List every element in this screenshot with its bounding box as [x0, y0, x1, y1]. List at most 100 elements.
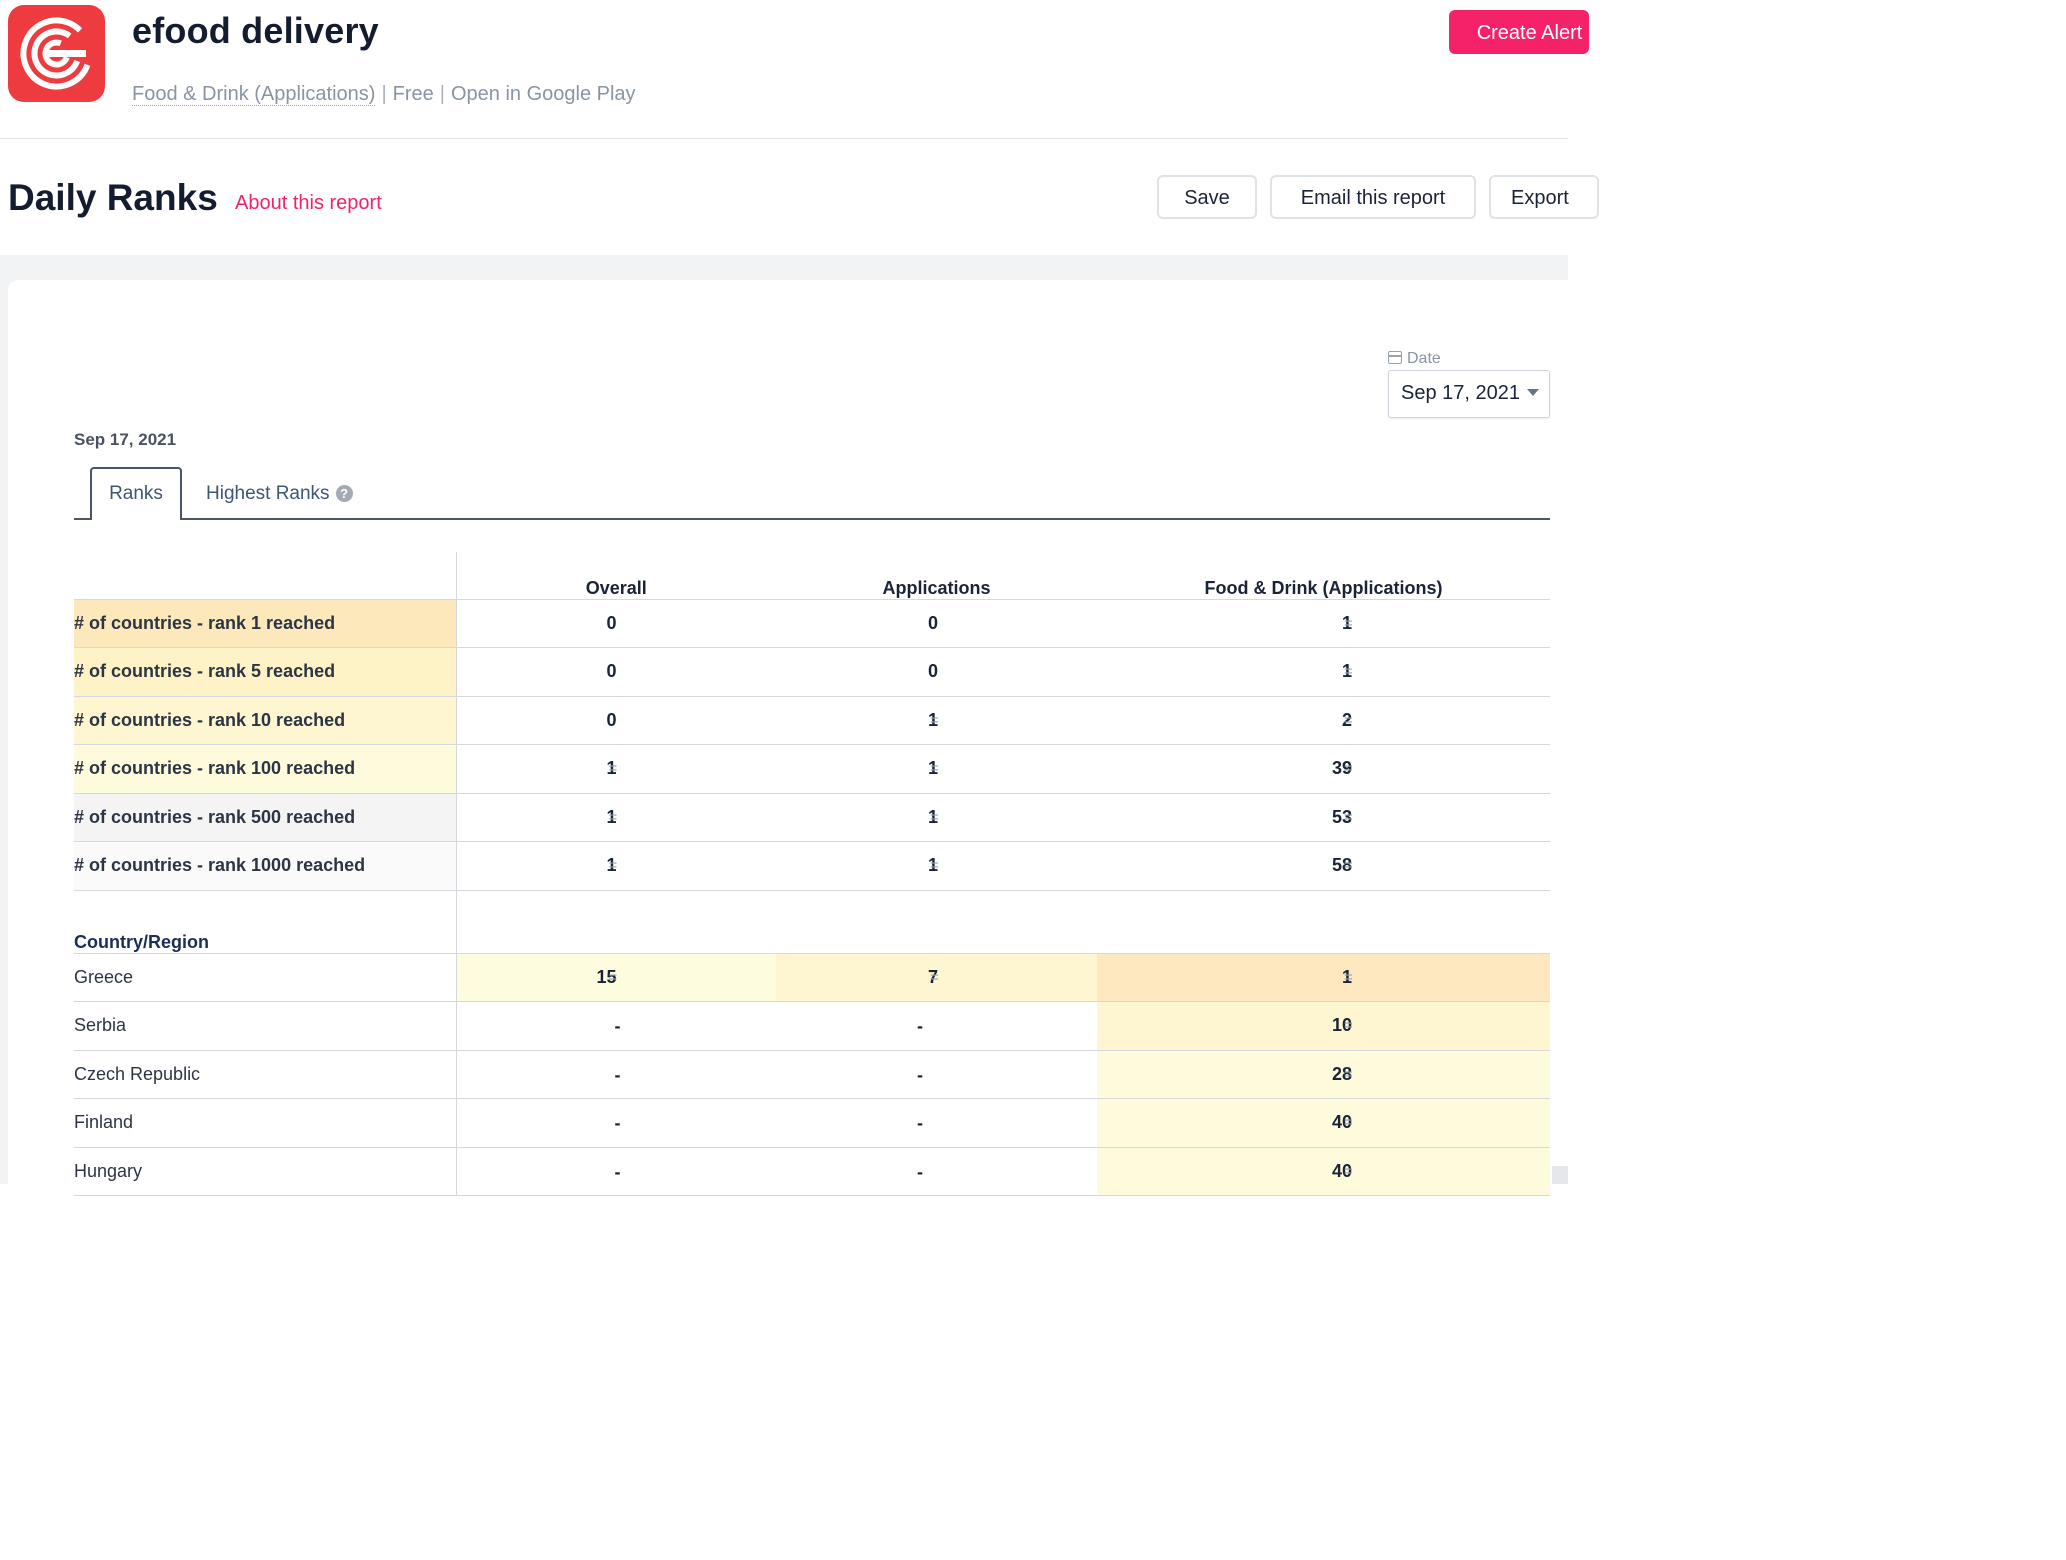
country-row[interactable]: Hungary - - 40 = — [74, 1147, 1550, 1196]
date-dropdown[interactable]: Sep 17, 2021 — [1388, 370, 1550, 418]
summary-cell: 39 = — [1097, 744, 1550, 794]
summary-row-label: # of countries - rank 5 reached — [74, 647, 456, 697]
app-header: efood delivery Food & Drink (Application… — [0, 0, 1589, 139]
ranks-table: Overall Applications Food & Drink (Appli… — [74, 552, 1550, 1196]
summary-cell: 53 = — [1097, 793, 1550, 842]
empty-rank-dash: - — [614, 1064, 621, 1085]
country-name: Czech Republic — [74, 1050, 456, 1099]
empty-rank-dash: - — [917, 1064, 923, 1085]
summary-cell: 0 — [776, 599, 1097, 648]
no-change-icon: = — [1344, 968, 1353, 986]
country-region-header[interactable]: Country/Region — [74, 890, 456, 954]
date-label-text: Date — [1407, 350, 1441, 367]
no-change-icon: = — [930, 760, 939, 777]
no-change-icon: = — [1344, 1162, 1353, 1180]
rank-value: 40 — [1331, 1112, 1352, 1132]
country-rank-cell: 28 = — [1097, 1050, 1550, 1099]
column-header-overall[interactable]: Overall — [455, 552, 776, 600]
no-change-icon: = — [1344, 760, 1353, 777]
country-row[interactable]: Serbia - - 10 = — [74, 1001, 1550, 1051]
summary-row-label: # of countries - rank 10 reached — [74, 696, 456, 745]
no-change-icon: = — [1344, 663, 1353, 680]
summary-row: # of countries - rank 100 reached 1 = 1 = 39 = — [74, 744, 1550, 794]
no-change-icon: = — [930, 968, 939, 986]
rank-value: 0 — [927, 612, 938, 633]
rank-value: 1 — [606, 758, 617, 778]
about-report-link[interactable]: About this report — [235, 192, 382, 214]
category-link[interactable]: Food & Drink (Applications) — [132, 83, 376, 106]
summary-row: # of countries - rank 1000 reached 1 = 1 = 58… — [74, 841, 1550, 891]
summary-cell: 1 = — [776, 744, 1097, 794]
summary-row-label: # of countries - rank 1000 reached — [74, 841, 456, 891]
summary-cell: 1 = — [455, 841, 776, 891]
rank-value: 58 — [1331, 855, 1352, 875]
app-name: efood delivery — [132, 10, 379, 51]
vertical-scrollbar[interactable] — [1552, 1166, 1568, 1184]
country-rank-cell: - — [455, 1147, 776, 1196]
summary-cell: 0 — [455, 647, 776, 697]
rank-value: 39 — [1331, 758, 1352, 778]
no-change-icon: = — [1344, 1017, 1353, 1034]
header-blank — [74, 552, 456, 600]
column-header-applications[interactable]: Applications — [776, 552, 1097, 600]
google-play-link[interactable]: Open in Google Play — [450, 83, 636, 105]
save-button[interactable]: Save — [1157, 175, 1257, 219]
help-icon[interactable]: ? — [335, 485, 353, 502]
summary-cell: 1 = — [1097, 647, 1550, 697]
country-rank-cell: 1 = — [1097, 953, 1550, 1002]
meta-separator: | — [381, 83, 387, 105]
no-change-icon: = — [608, 857, 618, 874]
section-spacer — [455, 890, 776, 954]
no-change-icon: = — [1344, 857, 1353, 874]
meta-separator: | — [439, 83, 445, 105]
country-rank-cell: - — [776, 1001, 1097, 1051]
rank-value: 1 — [927, 758, 938, 778]
no-change-icon: = — [1344, 1065, 1353, 1083]
export-button[interactable]: Export — [1489, 175, 1599, 219]
column-header-food-drink[interactable]: Food & Drink (Applications) — [1097, 552, 1550, 600]
country-row[interactable]: Czech Republic - - 28 = — [74, 1050, 1550, 1099]
country-rank-cell: 40 = — [1097, 1098, 1550, 1148]
country-rank-cell: - — [776, 1050, 1097, 1099]
country-rank-cell: - — [455, 1098, 776, 1148]
efood-logo-icon — [20, 17, 93, 90]
summary-row-label: # of countries - rank 100 reached — [74, 744, 456, 794]
empty-rank-dash: - — [614, 1016, 621, 1036]
tab-highest-ranks[interactable]: Highest Ranks? — [206, 467, 353, 520]
efood-app-icon[interactable] — [8, 5, 105, 102]
no-change-icon: = — [608, 808, 618, 826]
empty-rank-dash: - — [917, 1161, 923, 1182]
summary-cell: 0 — [776, 647, 1097, 697]
country-rank-cell: - — [776, 1147, 1097, 1196]
rank-value: 1 — [927, 855, 938, 875]
country-name: Greece — [74, 953, 456, 1002]
no-change-icon: = — [1344, 614, 1353, 632]
caret-down-icon — [1527, 389, 1539, 396]
country-row[interactable]: Greece 15 = 7 = 1 = — [74, 953, 1550, 1002]
tab-ranks[interactable]: Ranks — [90, 467, 182, 522]
rank-value: 15 — [596, 966, 617, 987]
country-rank-cell: 15 = — [455, 953, 776, 1002]
create-alert-button[interactable]: Create Alert — [1449, 10, 1589, 54]
country-row[interactable]: Finland - - 40 = — [74, 1098, 1550, 1148]
country-name: Serbia — [74, 1001, 456, 1051]
summary-row-label: # of countries - rank 500 reached — [74, 793, 456, 842]
section-row: Country/Region — [74, 890, 1550, 954]
summary-row: # of countries - rank 10 reached 0 1 = 2 = — [74, 696, 1550, 745]
country-rank-cell: - — [776, 1098, 1097, 1148]
page-title: Daily Ranks — [8, 177, 218, 218]
summary-cell: 58 = — [1097, 841, 1550, 891]
date-dropdown-value: Sep 17, 2021 — [1401, 382, 1520, 404]
summary-cell: 1 = — [776, 793, 1097, 842]
email-report-button[interactable]: Email this report — [1270, 175, 1476, 219]
empty-rank-dash: - — [614, 1113, 621, 1133]
no-change-icon: = — [1344, 1114, 1353, 1131]
rank-value: 0 — [927, 661, 938, 681]
country-rank-cell: 10 = — [1097, 1001, 1550, 1051]
rank-value: 10 — [1331, 1015, 1352, 1035]
no-change-icon: = — [1344, 711, 1353, 729]
summary-cell: 1 = — [776, 841, 1097, 891]
no-change-icon: = — [608, 760, 618, 777]
rank-value: 1 — [1341, 966, 1352, 987]
calendar-icon — [1388, 351, 1402, 364]
